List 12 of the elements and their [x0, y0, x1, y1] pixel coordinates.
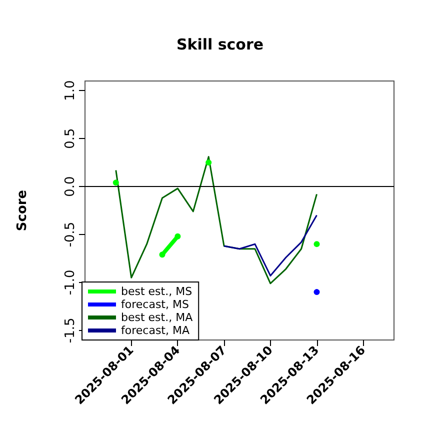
y-tick-label: -1.0 [63, 270, 78, 296]
y-tick-label: 0.0 [63, 176, 78, 197]
y-tick-label: -1.5 [63, 318, 78, 344]
y-tick-label: -0.5 [63, 222, 78, 248]
legend-label: best est., MS [121, 285, 192, 298]
legend-label: best est., MA [121, 311, 194, 324]
legend-label: forecast, MS [121, 298, 189, 311]
y-tick-label: 0.5 [63, 128, 78, 149]
y-tick-label: 1.0 [63, 80, 78, 101]
chart-title: Skill score [176, 36, 264, 54]
legend-label: forecast, MA [121, 324, 190, 337]
y-axis-title: Score [15, 190, 30, 232]
